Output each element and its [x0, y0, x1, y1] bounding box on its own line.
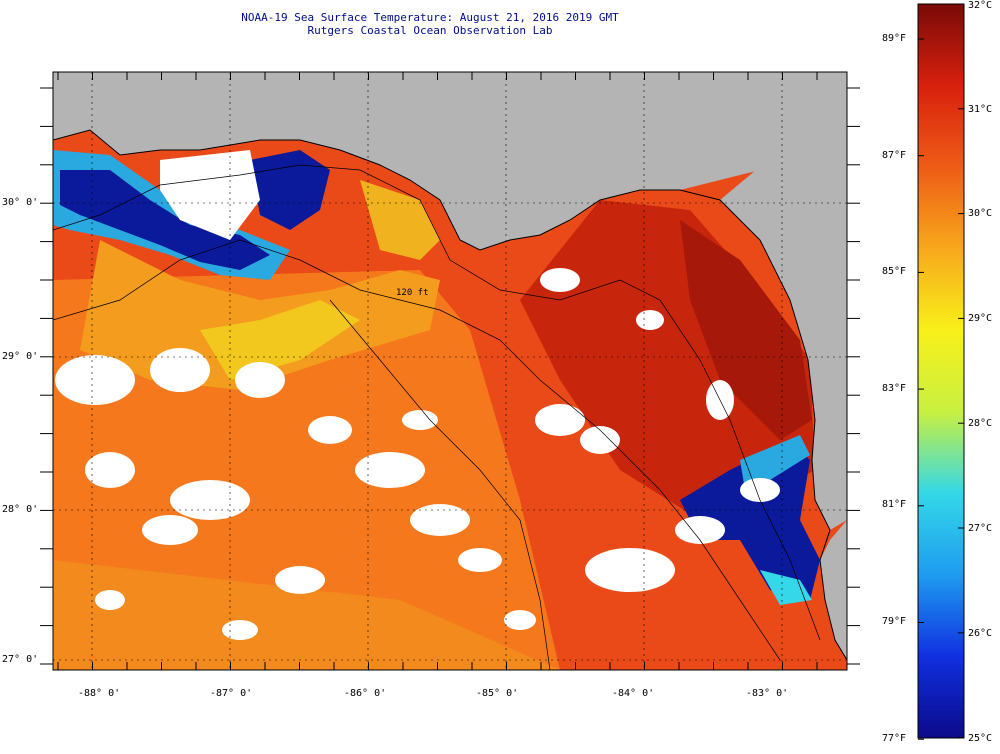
- lon-label: -83° 0': [746, 688, 789, 699]
- fahrenheit-label: 81°F: [882, 499, 907, 510]
- celsius-label: 26°C: [968, 628, 993, 639]
- fahrenheit-label: 83°F: [882, 383, 907, 394]
- celsius-label: 27°C: [968, 523, 993, 534]
- contour-120ft: [53, 239, 781, 661]
- frame-ticks: [40, 72, 860, 670]
- lon-label: -84° 0': [612, 688, 655, 699]
- map-subtitle: Rutgers Coastal Ocean Observation Lab: [307, 24, 553, 37]
- map-frame: [52, 71, 848, 671]
- fahrenheit-label: 89°F: [882, 33, 907, 44]
- lat-label: 28° 0': [2, 504, 39, 515]
- celsius-label: 32°C: [968, 0, 993, 11]
- celsius-label: 25°C: [968, 733, 993, 744]
- coastline: [53, 129, 847, 661]
- lat-label: 30° 0': [2, 197, 39, 208]
- land-gulf-coast: [53, 72, 847, 250]
- fahrenheit-label: 85°F: [882, 266, 907, 277]
- celsius-label: 29°C: [968, 313, 993, 324]
- colorbar: [917, 3, 965, 739]
- celsius-label: 31°C: [968, 104, 993, 115]
- lon-label: -86° 0': [344, 688, 387, 699]
- fahrenheit-label: 87°F: [882, 150, 907, 161]
- map-title: NOAA-19 Sea Surface Temperature: August …: [241, 11, 619, 24]
- lat-label: 29° 0': [2, 351, 39, 362]
- celsius-label: 30°C: [968, 208, 993, 219]
- lon-label: -87° 0': [210, 688, 253, 699]
- cold-upwelling: [680, 440, 820, 600]
- lon-label: -88° 0': [78, 688, 121, 699]
- contour-label: 120 ft: [396, 288, 429, 298]
- fahrenheit-label: 77°F: [882, 733, 907, 744]
- lat-label: 27° 0': [2, 654, 39, 665]
- graticule: [53, 72, 847, 670]
- fahrenheit-label: 79°F: [882, 616, 907, 627]
- lon-label: -85° 0': [476, 688, 519, 699]
- celsius-label: 28°C: [968, 418, 993, 429]
